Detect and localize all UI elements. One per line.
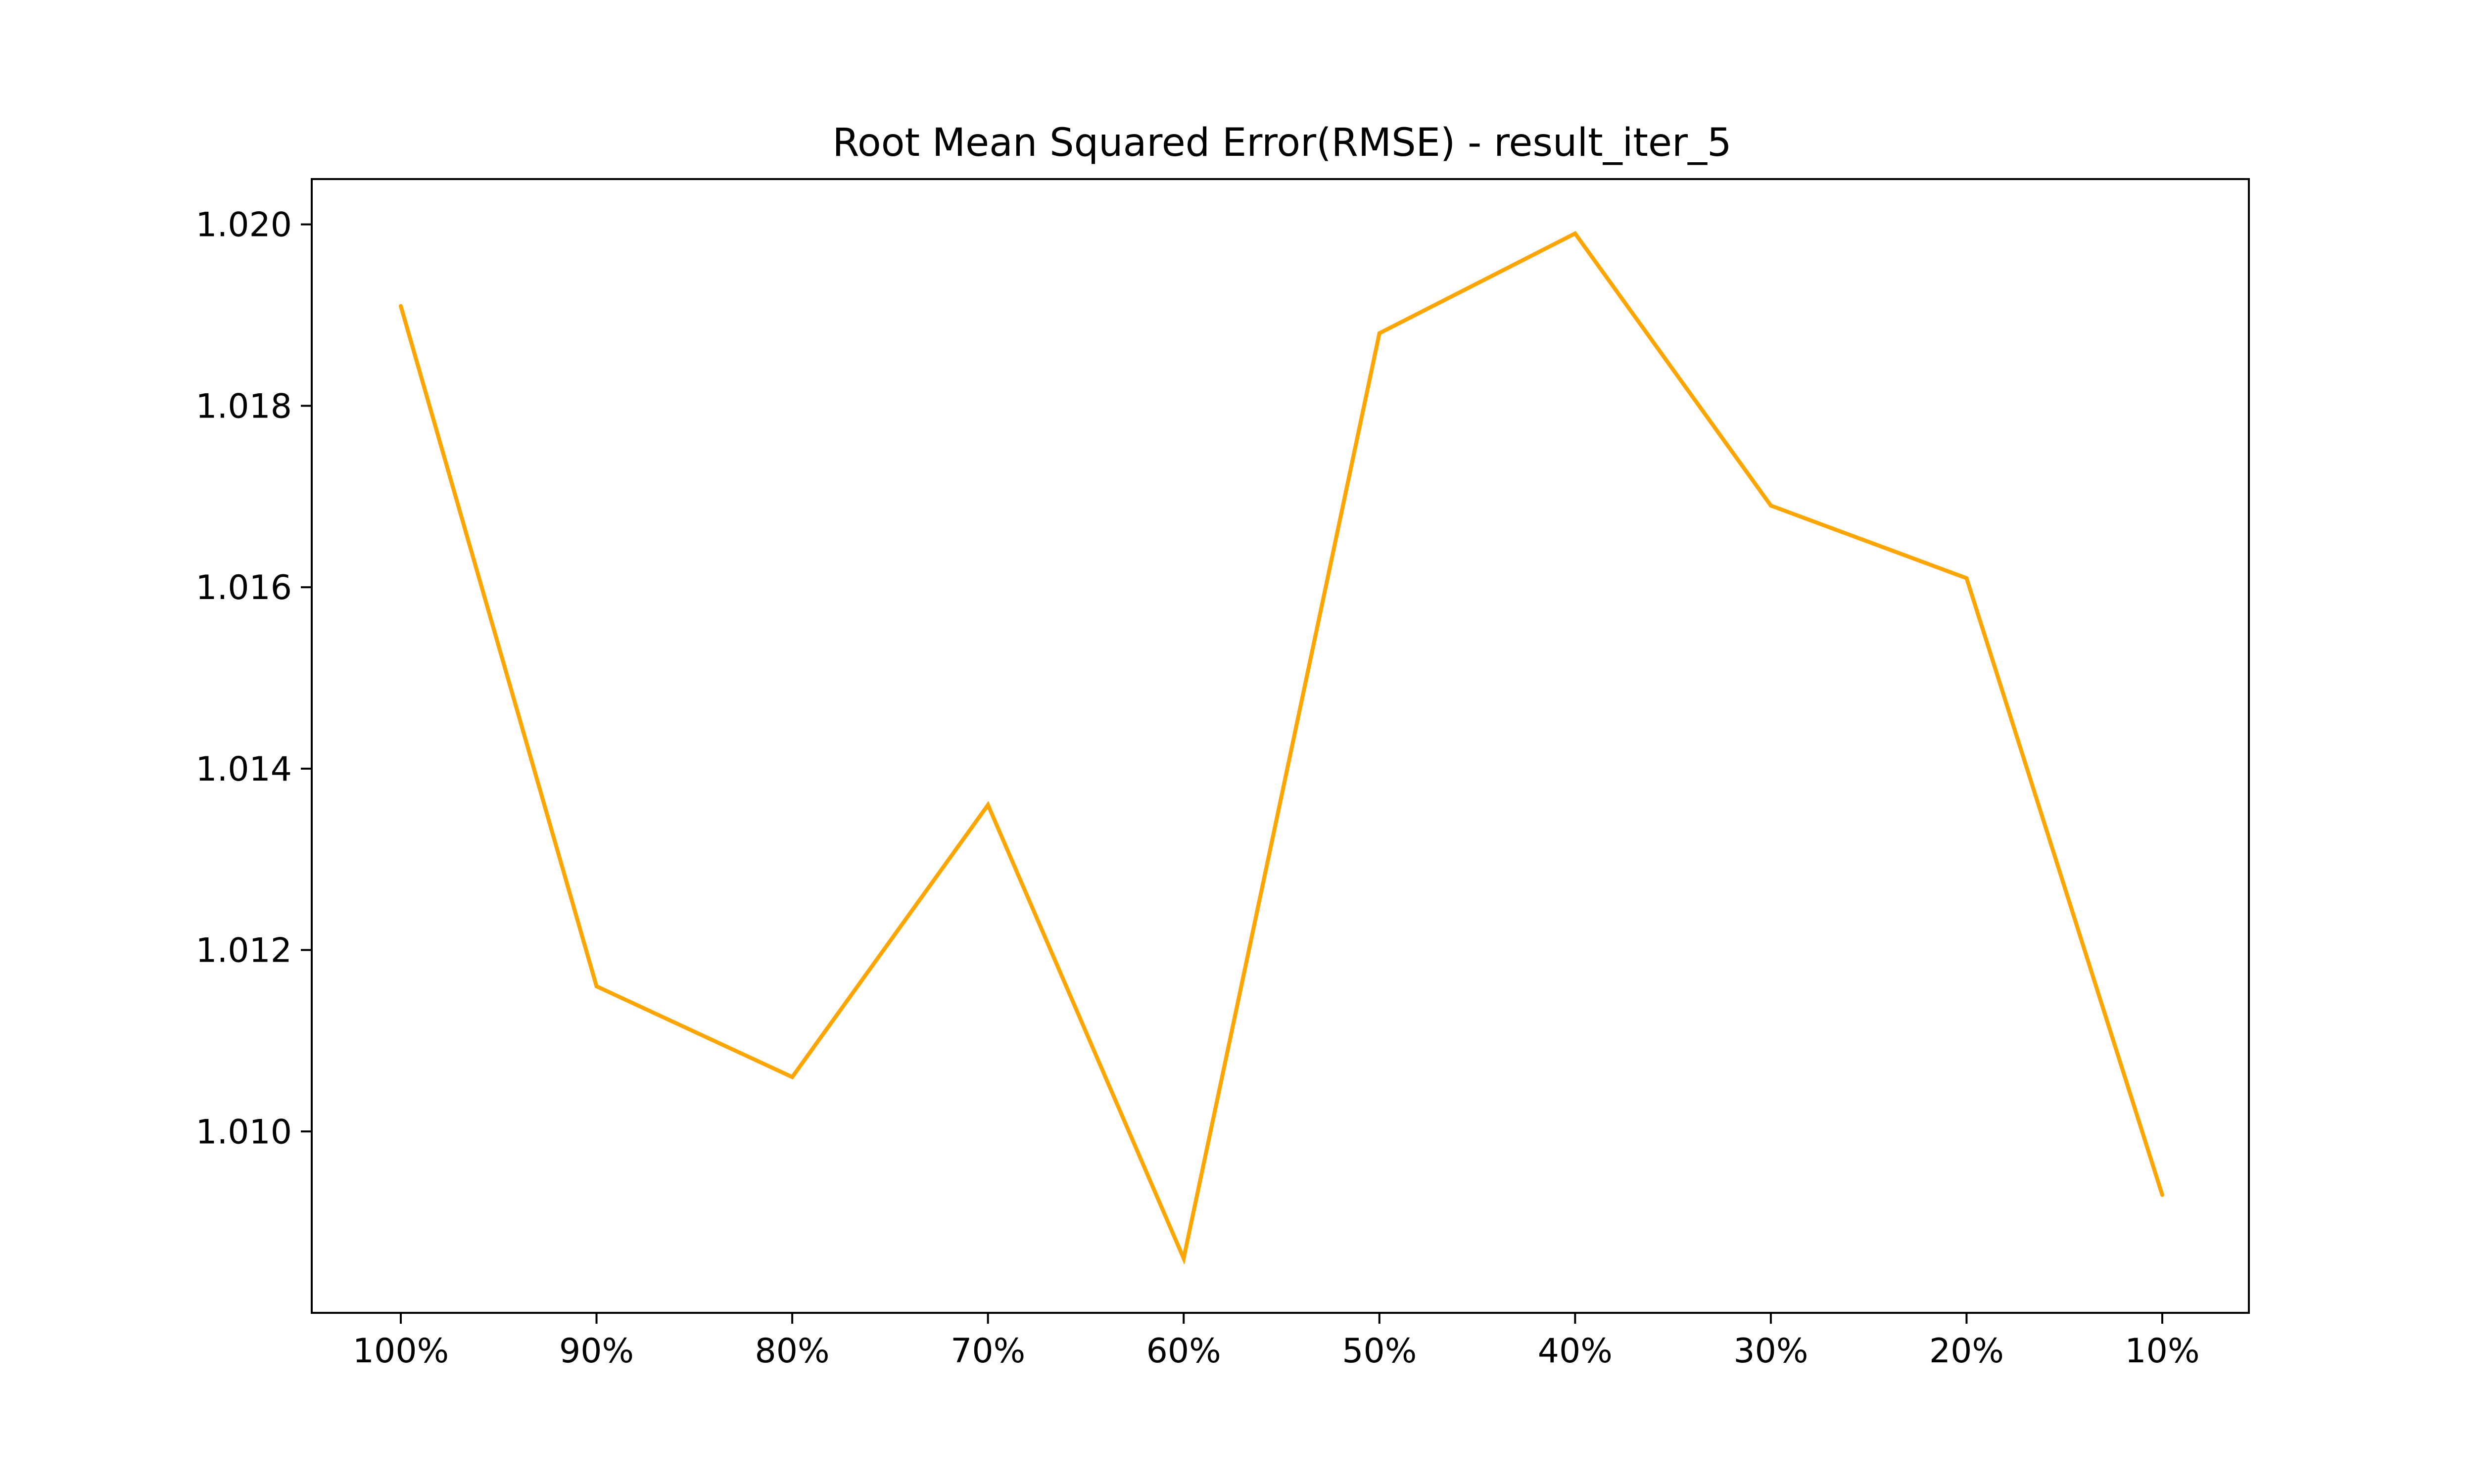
data-point <box>790 1075 795 1079</box>
chart-title: Root Mean Squared Error(RMSE) - result_i… <box>832 121 1731 165</box>
x-tick-label: 20% <box>1929 1332 2004 1371</box>
series-line <box>399 231 2164 1265</box>
y-tick-label: 1.012 <box>195 931 292 971</box>
x-tick-label: 90% <box>559 1332 634 1371</box>
plot-frame <box>311 178 2250 1314</box>
x-tick-label: 40% <box>1538 1332 1613 1371</box>
y-tick-label: 1.016 <box>195 568 292 607</box>
x-tick-label: 80% <box>755 1332 830 1371</box>
x-tick-label: 60% <box>1146 1332 1221 1371</box>
data-point <box>1182 1256 1186 1260</box>
data-point <box>1768 504 1773 508</box>
x-tick-label: 70% <box>951 1332 1025 1371</box>
data-point <box>986 803 990 807</box>
x-tick-label: 50% <box>1342 1332 1417 1371</box>
data-point <box>594 984 599 988</box>
y-tick-label: 1.014 <box>195 750 292 789</box>
x-tick-label: 30% <box>1733 1332 1808 1371</box>
x-tick-label: 100% <box>353 1332 449 1371</box>
data-point <box>2160 1193 2164 1197</box>
data-point <box>1573 232 1577 236</box>
data-point <box>1377 331 1381 335</box>
y-tick-label: 1.010 <box>195 1113 292 1152</box>
x-tick-label: 10% <box>2125 1332 2199 1371</box>
data-point <box>1964 576 1969 580</box>
y-tick-label: 1.020 <box>195 206 292 245</box>
plot-area: 1.010 1.012 1.014 1.016 1.018 1.020 100% 90% 80%… <box>195 206 2199 1371</box>
data-point <box>399 304 403 308</box>
y-tick-label: 1.018 <box>195 387 292 426</box>
